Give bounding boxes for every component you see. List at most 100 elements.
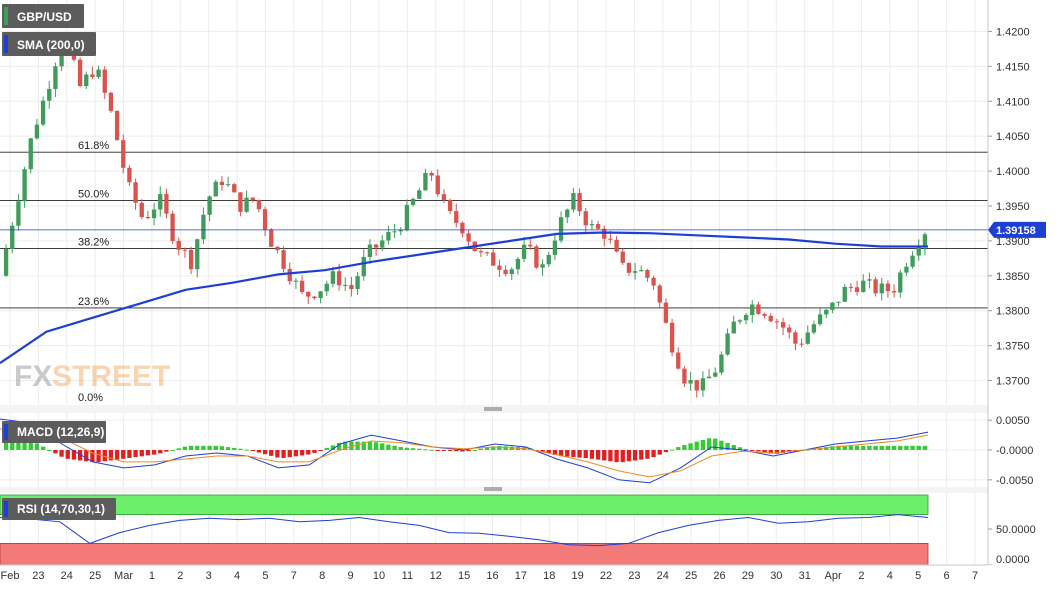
macd-bar-up: [854, 445, 860, 450]
candle-down: [250, 197, 255, 201]
watermark-prefix: FX: [14, 360, 52, 393]
candle-down: [441, 194, 447, 201]
candle-down: [497, 265, 502, 270]
candle-up: [380, 240, 385, 248]
macd-bar-down: [77, 450, 83, 461]
macd-bar-up: [922, 445, 928, 450]
candle-down: [182, 249, 188, 251]
candle-down: [188, 249, 194, 270]
macd-bar-down: [145, 450, 151, 456]
last-price-box: [988, 221, 1046, 238]
candle-up: [688, 380, 693, 384]
candle-up: [343, 284, 348, 286]
macd-bar-up: [398, 446, 403, 450]
y-tick-label: 1.3950: [996, 201, 1030, 213]
candle-down: [287, 268, 292, 282]
macd-bar-up: [349, 441, 354, 450]
macd-bar-up: [207, 445, 212, 450]
macd-bar-down: [460, 450, 465, 452]
sma-200-line: [0, 231, 928, 365]
sma-tag[interactable]: SMA (200,0): [2, 32, 96, 56]
candle-up: [811, 324, 817, 333]
symbol-tag[interactable]: GBP/USD: [2, 4, 84, 28]
candle-down: [774, 321, 780, 323]
candle-down: [90, 74, 95, 77]
panel-separator-2[interactable]: [0, 487, 988, 493]
rsi-tag[interactable]: RSI (14,70,30,1): [2, 498, 116, 520]
macd-bar-up: [706, 438, 712, 450]
candle-up: [861, 280, 866, 292]
fxstreet-watermark: FX STREET: [14, 360, 170, 393]
macd-bar-up: [713, 438, 718, 450]
macd-signal-line: [0, 428, 929, 478]
macd-bar-down: [762, 450, 767, 453]
x-tick-label: 31: [799, 570, 811, 582]
macd-bar-up: [694, 441, 699, 450]
candle-down: [799, 343, 804, 345]
macd-bar-up: [417, 448, 422, 450]
y-tick-label: 1.3850: [996, 271, 1030, 283]
candle-down: [614, 239, 619, 252]
x-tick-label: 2: [177, 570, 183, 582]
x-tick-label: Apr: [825, 570, 842, 582]
y-tick-label: 1.4100: [996, 96, 1030, 108]
macd-bar-down: [774, 450, 780, 454]
panel-separator-1[interactable]: [0, 405, 988, 413]
x-tick-label: Mar: [114, 570, 133, 582]
x-tick-label: 10: [373, 570, 385, 582]
macd-bar-up: [343, 441, 348, 450]
macd-bar-down: [632, 450, 638, 461]
macd-bar-down: [589, 450, 595, 459]
candle-down: [349, 284, 354, 290]
candle-down: [429, 172, 434, 176]
macd-bar-up: [676, 447, 681, 450]
candle-up: [750, 304, 755, 316]
macd-bar-down: [447, 450, 453, 451]
candle-up: [589, 224, 595, 226]
macd-bar-down: [441, 450, 447, 451]
candle-down: [873, 279, 878, 294]
candle-down: [528, 244, 533, 247]
macd-bar-up: [34, 443, 40, 450]
fibonacci-levels: 61.8% 50.0% 38.2% 23.6% 0.0%: [0, 140, 988, 404]
rsi-tick-label: 50.0000: [996, 524, 1036, 536]
macd-bar-up: [910, 445, 915, 450]
x-tick-label: 17: [515, 570, 527, 582]
macd-bar-down: [121, 450, 126, 459]
candle-down: [121, 140, 126, 168]
candle-up: [3, 248, 9, 276]
x-tick-label: 2: [858, 570, 864, 582]
macd-bar-down: [53, 450, 58, 454]
x-tick-label: 7: [291, 570, 297, 582]
x-tick-label: 26: [713, 570, 725, 582]
candle-up: [53, 66, 58, 89]
macd-bar-up: [885, 445, 891, 450]
candle-down: [854, 287, 860, 292]
macd-bar-up: [16, 438, 21, 450]
candle-up: [731, 321, 736, 334]
macd-bar-up: [195, 445, 200, 450]
macd-bar-down: [651, 450, 656, 458]
candle-up: [546, 254, 551, 265]
x-tick-label: 4: [234, 570, 240, 582]
macd-bar-up: [836, 445, 841, 450]
candle-down: [762, 313, 767, 316]
macd-bar-down: [583, 450, 588, 459]
macd-tag[interactable]: MACD (12,26,9): [2, 421, 106, 443]
candle-down: [478, 251, 484, 253]
candle-down: [885, 283, 891, 292]
candle-up: [700, 378, 706, 391]
macd-bar-up: [244, 449, 249, 451]
x-tick-label: 3: [206, 570, 212, 582]
macd-bar-up: [491, 446, 496, 450]
candle-up: [324, 283, 329, 292]
candle-down: [447, 200, 453, 212]
candle-up: [916, 247, 921, 256]
candle-down: [466, 233, 471, 242]
candle-down: [102, 69, 107, 93]
macd-bar-up: [429, 449, 434, 451]
candle-down: [219, 181, 225, 186]
candle-down: [756, 304, 761, 314]
candle-up: [817, 314, 823, 325]
macd-bar-up: [10, 437, 15, 450]
